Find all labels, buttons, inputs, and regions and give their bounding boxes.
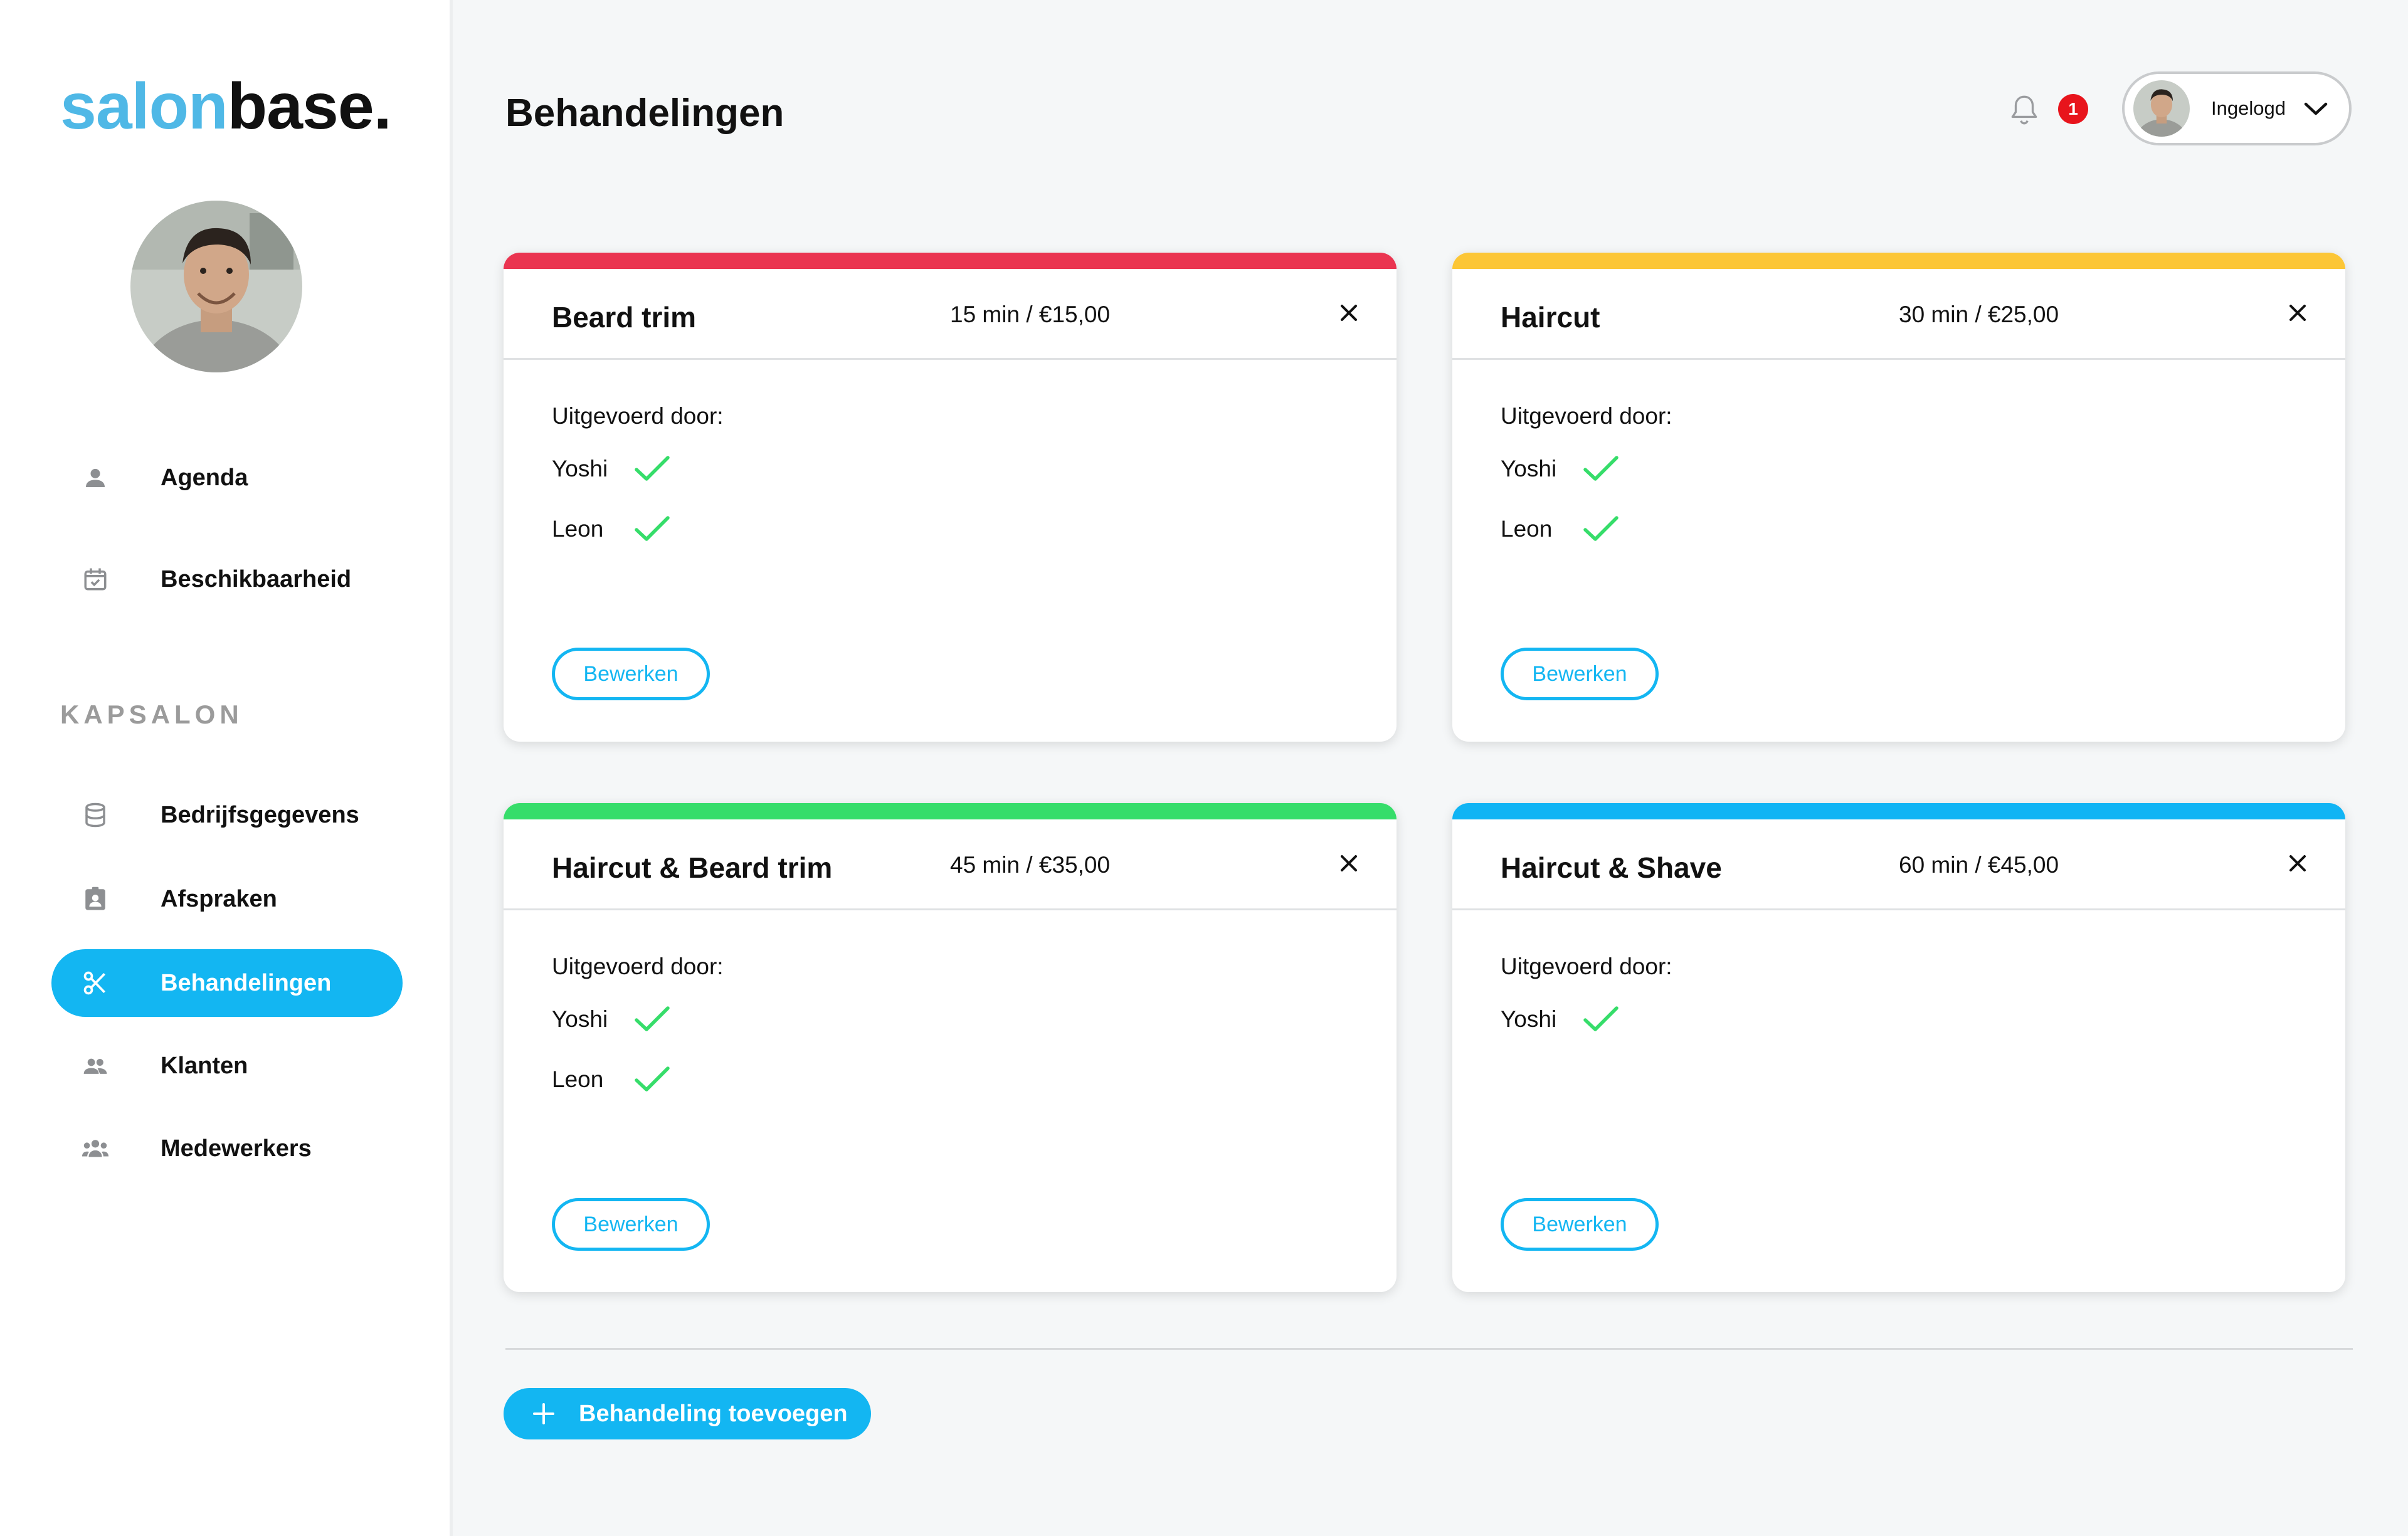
treatment-name: Haircut	[1501, 301, 1600, 334]
sidebar-item-label: Klanten	[161, 1052, 248, 1079]
section-divider	[505, 1348, 2353, 1350]
logo-part-base: base.	[227, 70, 392, 143]
notification-badge[interactable]: 1	[2058, 94, 2088, 124]
card-color-bar	[504, 253, 1397, 269]
sidebar-item-label: Bedrijfsgegevens	[161, 801, 359, 828]
treatment-name: Haircut & Beard trim	[552, 851, 833, 884]
sidebar-item-label: Beschikbaarheid	[161, 565, 352, 592]
card-color-bar	[1452, 803, 2345, 819]
edit-button[interactable]: Bewerken	[552, 1198, 710, 1251]
scissors-icon	[77, 964, 114, 1002]
staff-name: Yoshi	[1501, 456, 1557, 481]
edit-button[interactable]: Bewerken	[552, 648, 710, 700]
staff-row: Yoshi	[1501, 455, 1620, 483]
check-icon	[1583, 516, 1619, 541]
chevron-down-icon	[2302, 99, 2330, 118]
staff-name: Leon	[552, 1066, 604, 1092]
staff-row: Yoshi	[552, 455, 671, 483]
profile-avatar[interactable]	[130, 201, 302, 372]
staff-row: Yoshi	[1501, 1005, 1620, 1034]
performed-by-label: Uitgevoerd door:	[1501, 403, 1672, 429]
performed-by-label: Uitgevoerd door:	[552, 954, 724, 979]
treatment-name: Beard trim	[552, 301, 697, 334]
sidebar-item-beschikbaarheid[interactable]: Beschikbaarheid	[51, 545, 403, 613]
staff-row: Leon	[552, 1065, 671, 1094]
check-icon	[635, 456, 670, 481]
sidebar: salonbase. Agenda Beschikbaarheid KAPSAL…	[0, 0, 453, 1536]
card-color-bar	[1452, 253, 2345, 269]
treatment-card: Beard trim 15 min / €15,00 Uitgevoerd do…	[504, 253, 1397, 742]
card-divider	[504, 908, 1397, 910]
sidebar-item-klanten[interactable]: Klanten	[51, 1032, 403, 1100]
user-menu[interactable]: Ingelogd	[2122, 71, 2352, 145]
sidebar-item-bedrijfsgegevens[interactable]: Bedrijfsgegevens	[51, 781, 403, 849]
add-treatment-label: Behandeling toevoegen	[579, 1400, 848, 1427]
check-icon	[1583, 1006, 1619, 1031]
section-label-kapsalon: KAPSALON	[60, 700, 243, 729]
close-icon[interactable]	[2285, 851, 2310, 876]
check-icon	[635, 1006, 670, 1031]
user-avatar	[2133, 80, 2190, 137]
staff-name: Yoshi	[552, 456, 608, 481]
close-icon[interactable]	[1336, 851, 1361, 876]
sidebar-item-medewerkers[interactable]: Medewerkers	[51, 1115, 403, 1182]
sidebar-item-agenda[interactable]: Agenda	[51, 444, 403, 512]
check-icon	[635, 516, 670, 541]
staff-row: Yoshi	[552, 1005, 671, 1034]
sidebar-item-label: Afspraken	[161, 885, 277, 912]
contact-card-icon	[77, 880, 114, 918]
staff-name: Leon	[552, 516, 604, 542]
person-icon	[77, 459, 114, 497]
performed-by-label: Uitgevoerd door:	[1501, 954, 1672, 979]
staff-row: Leon	[552, 515, 671, 544]
staff-row: Leon	[1501, 515, 1620, 544]
edit-button[interactable]: Bewerken	[1501, 1198, 1659, 1251]
database-icon	[77, 796, 114, 834]
edit-button[interactable]: Bewerken	[1501, 648, 1659, 700]
sidebar-item-afspraken[interactable]: Afspraken	[51, 865, 403, 933]
close-icon[interactable]	[1336, 300, 1361, 325]
staff-name: Yoshi	[552, 1006, 608, 1032]
treatment-card: Haircut & Shave 60 min / €45,00 Uitgevoe…	[1452, 803, 2345, 1292]
staff-name: Yoshi	[1501, 1006, 1557, 1032]
card-divider	[1452, 908, 2345, 910]
treatment-card: Haircut 30 min / €25,00 Uitgevoerd door:…	[1452, 253, 2345, 742]
card-divider	[1452, 358, 2345, 360]
treatment-duration-price: 45 min / €35,00	[950, 852, 1111, 878]
people-icon	[77, 1047, 114, 1085]
treatment-card: Haircut & Beard trim 45 min / €35,00 Uit…	[504, 803, 1397, 1292]
sidebar-item-label: Medewerkers	[161, 1135, 312, 1162]
page-title: Behandelingen	[505, 92, 784, 135]
treatment-duration-price: 30 min / €25,00	[1899, 302, 2059, 327]
user-status-label: Ingelogd	[2211, 97, 2286, 119]
staff-name: Leon	[1501, 516, 1553, 542]
add-treatment-button[interactable]: Behandeling toevoegen	[504, 1388, 871, 1439]
group-icon	[77, 1130, 114, 1167]
treatment-name: Haircut & Shave	[1501, 851, 1722, 884]
salonbase-logo[interactable]: salonbase.	[60, 74, 392, 139]
check-icon	[1583, 456, 1619, 481]
card-divider	[504, 358, 1397, 360]
sidebar-item-label: Agenda	[161, 464, 248, 491]
treatment-duration-price: 60 min / €45,00	[1899, 852, 2059, 878]
plus-icon	[531, 1401, 556, 1426]
sidebar-item-behandelingen[interactable]: Behandelingen	[51, 949, 403, 1017]
card-color-bar	[504, 803, 1397, 819]
calendar-check-icon	[77, 560, 114, 598]
logo-part-salon: salon	[60, 70, 228, 143]
performed-by-label: Uitgevoerd door:	[552, 403, 724, 429]
sidebar-item-label: Behandelingen	[161, 969, 332, 996]
close-icon[interactable]	[2285, 300, 2310, 325]
treatment-duration-price: 15 min / €15,00	[950, 302, 1111, 327]
check-icon	[635, 1066, 670, 1092]
bell-icon[interactable]	[2009, 93, 2040, 127]
